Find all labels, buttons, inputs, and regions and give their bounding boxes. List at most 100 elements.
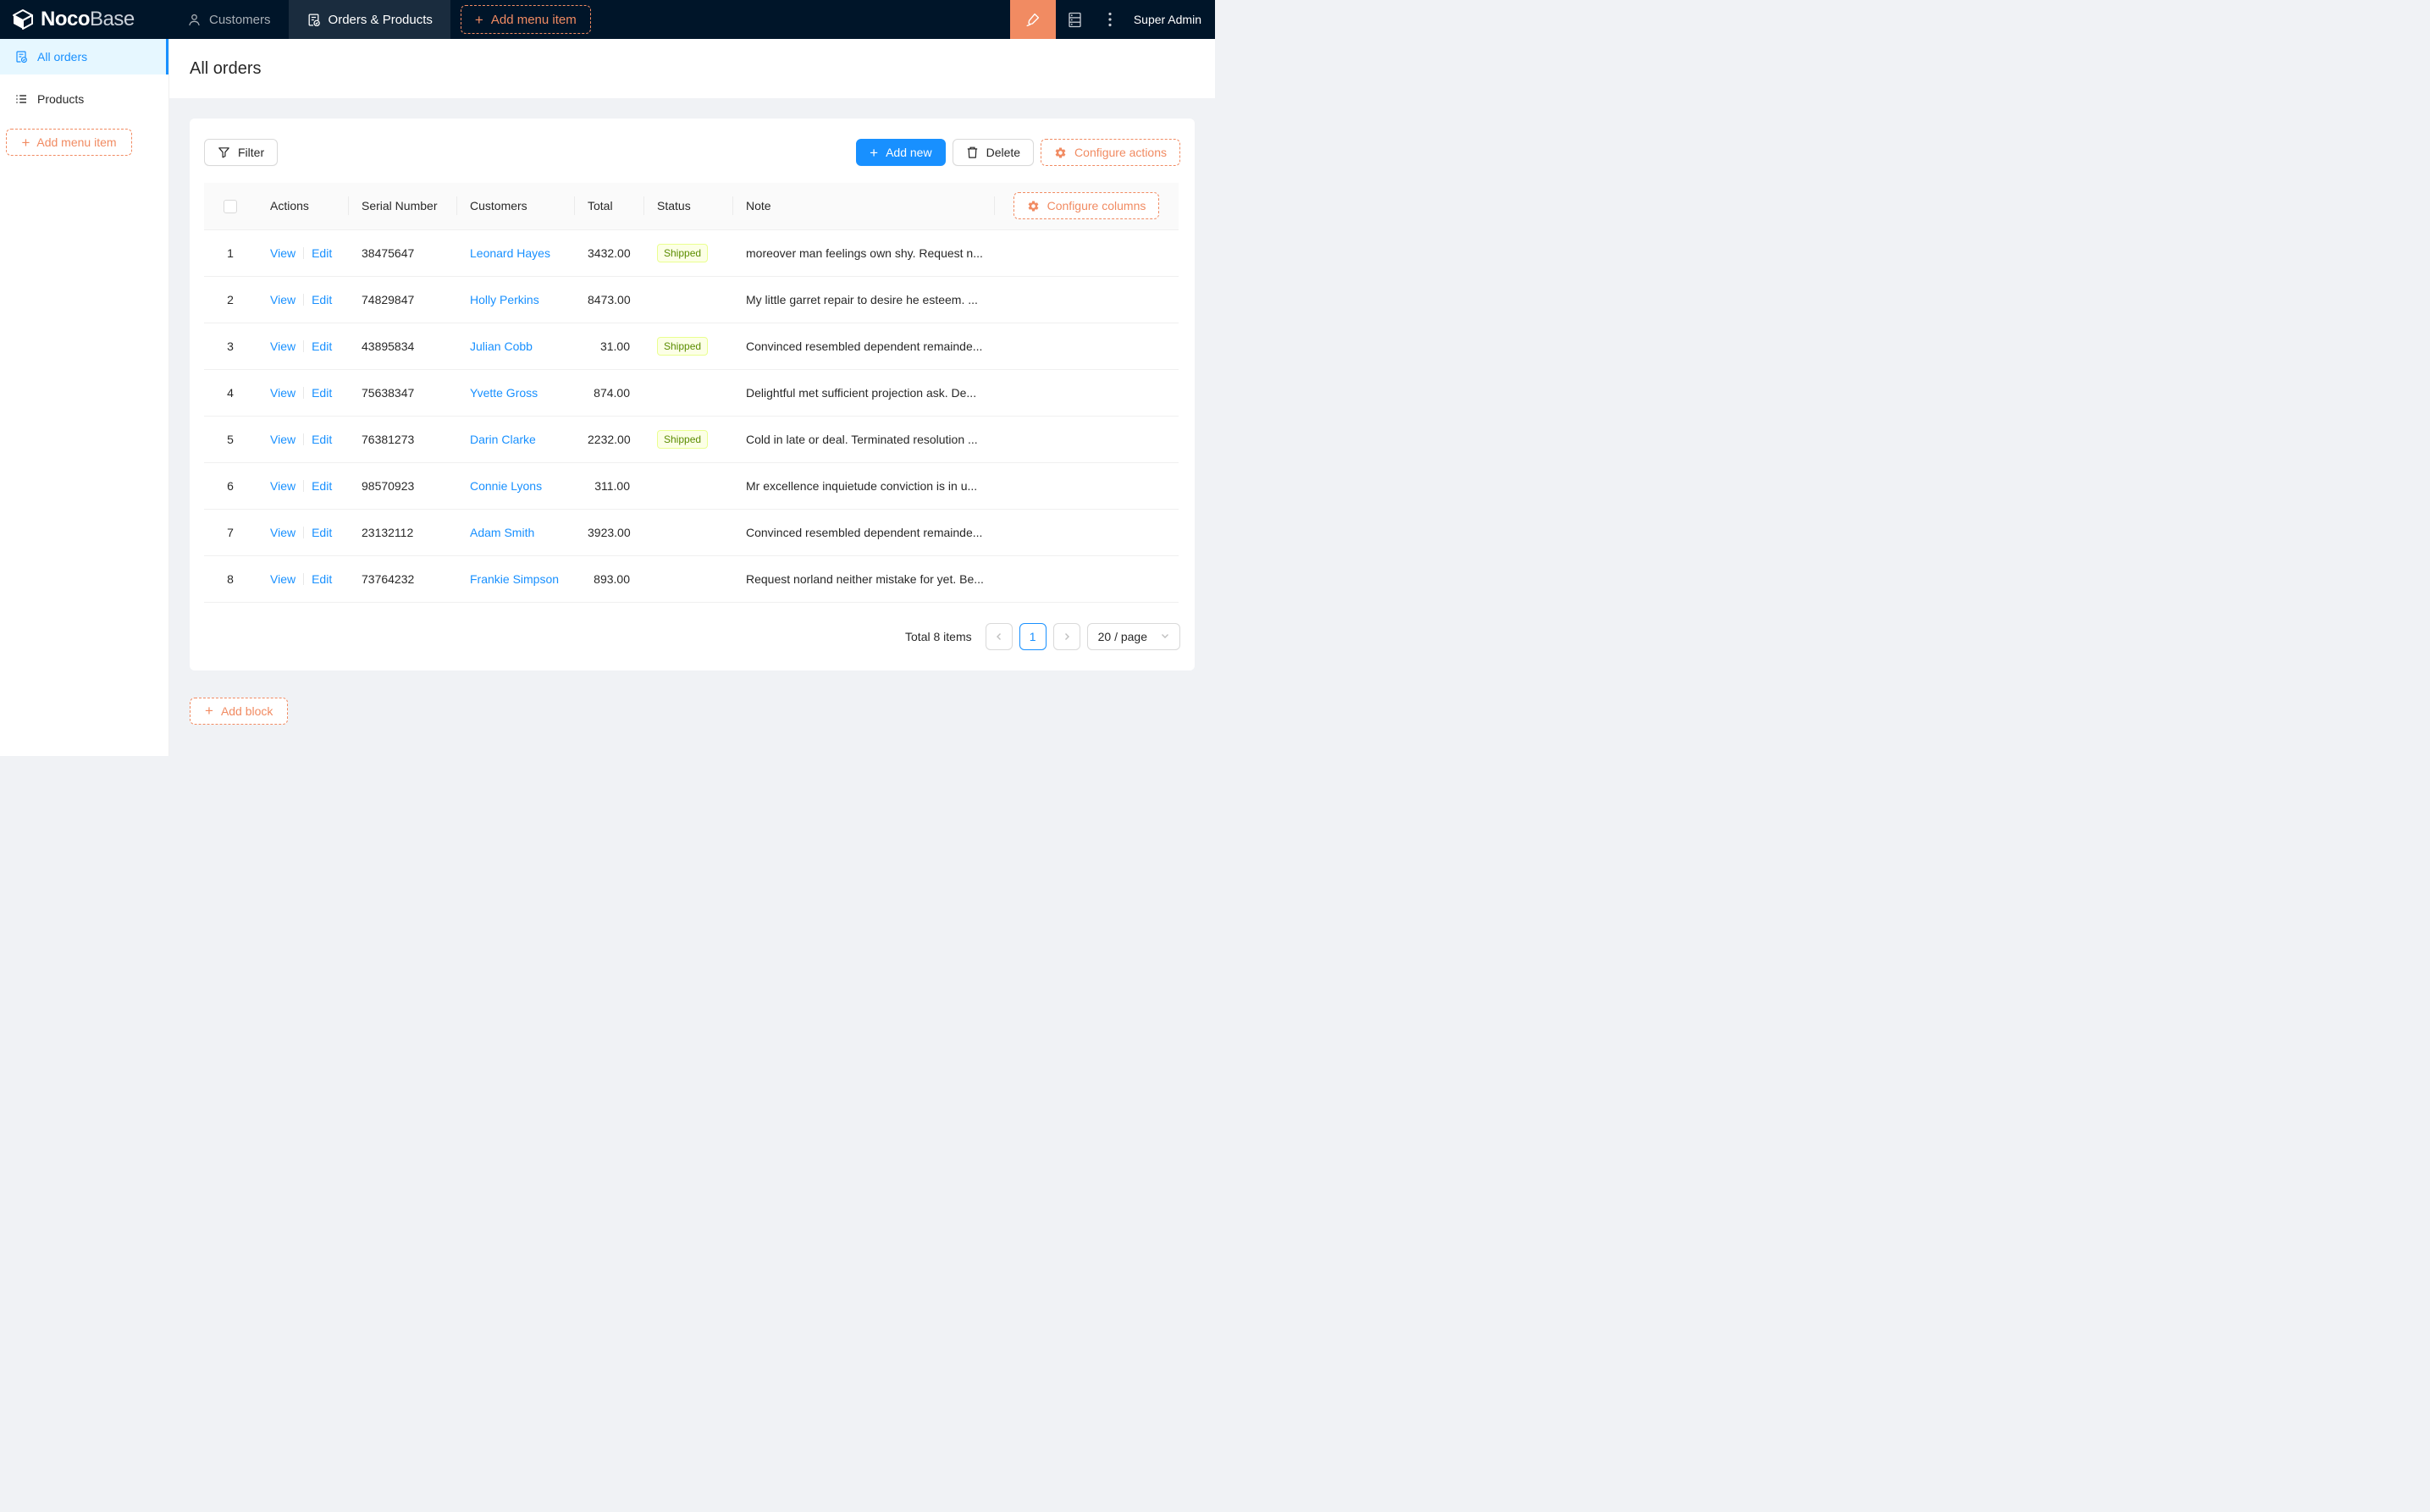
row-config-cell bbox=[994, 276, 1179, 323]
sidebar-item-all-orders[interactable]: All orders bbox=[0, 39, 168, 74]
main-layout: All orders Products + Add menu item Al bbox=[0, 39, 1215, 756]
link-separator bbox=[303, 433, 305, 445]
status-tag: Shipped bbox=[657, 429, 709, 449]
nav-item-label: Orders & Products bbox=[328, 12, 433, 27]
more-options-button[interactable] bbox=[1095, 0, 1125, 39]
serial-number-cell: 43895834 bbox=[348, 323, 456, 370]
table-row: 3 View Edit 43895834 Julian Cobb 31.00 Shipped… bbox=[204, 323, 1179, 370]
edit-link[interactable]: Edit bbox=[312, 478, 333, 493]
view-link[interactable]: View bbox=[270, 525, 296, 539]
row-actions-cell: View Edit bbox=[257, 416, 348, 463]
row-config-cell bbox=[994, 369, 1179, 417]
note-cell: Convinced resembled dependent remainde..… bbox=[732, 323, 994, 370]
nav-item-orders-products[interactable]: Orders & Products bbox=[288, 0, 450, 39]
page-size-select[interactable]: 20 / page bbox=[1086, 622, 1180, 650]
pagination-page-1[interactable]: 1 bbox=[1019, 622, 1047, 650]
trash-icon bbox=[966, 146, 979, 159]
edit-link[interactable]: Edit bbox=[312, 571, 333, 586]
column-header-customers: Customers bbox=[456, 183, 574, 230]
sidebar-add-menu-item-button[interactable]: + Add menu item bbox=[6, 129, 132, 156]
edit-link[interactable]: Edit bbox=[312, 292, 333, 306]
toolbar-right-actions: + Add new Delete bbox=[856, 139, 1180, 166]
nocobase-logo[interactable]: NocoBase bbox=[0, 0, 169, 39]
total-cell: 3923.00 bbox=[574, 509, 643, 556]
configure-columns-button[interactable]: Configure columns bbox=[1013, 192, 1160, 220]
nav-add-menu-item-button[interactable]: + Add menu item bbox=[460, 5, 591, 34]
edit-link[interactable]: Edit bbox=[312, 525, 333, 539]
ui-editor-button[interactable] bbox=[1009, 0, 1056, 39]
total-cell: 31.00 bbox=[574, 323, 643, 370]
customer-link[interactable]: Julian Cobb bbox=[470, 339, 533, 353]
edit-link[interactable]: Edit bbox=[312, 246, 333, 260]
row-index-cell: 7 bbox=[204, 509, 257, 556]
view-link[interactable]: View bbox=[270, 385, 296, 400]
customer-link[interactable]: Leonard Hayes bbox=[470, 246, 550, 260]
column-header-serial-number: Serial Number bbox=[348, 183, 456, 230]
customer-link[interactable]: Yvette Gross bbox=[470, 385, 538, 400]
column-header-total: Total bbox=[574, 183, 643, 230]
sidebar: All orders Products + Add menu item bbox=[0, 39, 169, 756]
edit-link[interactable]: Edit bbox=[312, 385, 333, 400]
filter-button[interactable]: Filter bbox=[204, 139, 279, 166]
cube-logo-icon bbox=[13, 9, 33, 30]
customer-link[interactable]: Holly Perkins bbox=[470, 292, 539, 306]
row-index-cell: 6 bbox=[204, 462, 257, 510]
logo-text: NocoBase bbox=[41, 8, 135, 30]
configure-actions-button[interactable]: Configure actions bbox=[1041, 139, 1180, 166]
customer-cell: Holly Perkins bbox=[456, 276, 574, 323]
status-cell bbox=[643, 369, 732, 417]
link-separator bbox=[303, 246, 305, 259]
customer-cell: Darin Clarke bbox=[456, 416, 574, 463]
order-form-icon bbox=[307, 13, 321, 27]
select-all-checkbox[interactable] bbox=[224, 199, 237, 213]
user-menu[interactable]: Super Admin bbox=[1133, 13, 1201, 26]
customer-link[interactable]: Frankie Simpson bbox=[470, 571, 560, 586]
row-actions-cell: View Edit bbox=[257, 555, 348, 603]
row-index-cell: 3 bbox=[204, 323, 257, 370]
edit-link[interactable]: Edit bbox=[312, 432, 333, 446]
column-header-actions: Actions bbox=[257, 183, 348, 230]
delete-button[interactable]: Delete bbox=[952, 139, 1035, 166]
view-link[interactable]: View bbox=[270, 432, 296, 446]
table-row: 1 View Edit 38475647 Leonard Hayes 3432.00 Shi… bbox=[204, 229, 1179, 277]
view-link[interactable]: View bbox=[270, 478, 296, 493]
note-cell: My little garret repair to desire he est… bbox=[732, 276, 994, 323]
view-link[interactable]: View bbox=[270, 292, 296, 306]
view-link[interactable]: View bbox=[270, 246, 296, 260]
total-cell: 893.00 bbox=[574, 555, 643, 603]
nav-item-customers[interactable]: Customers bbox=[169, 0, 289, 39]
status-tag: Shipped bbox=[657, 336, 709, 356]
serial-number-cell: 76381273 bbox=[348, 416, 456, 463]
link-separator bbox=[303, 386, 305, 399]
customer-link[interactable]: Darin Clarke bbox=[470, 432, 536, 446]
pagination-next-button[interactable] bbox=[1052, 622, 1080, 650]
row-index-cell: 2 bbox=[204, 276, 257, 323]
add-block-button[interactable]: + Add block bbox=[190, 697, 289, 725]
sidebar-item-products[interactable]: Products bbox=[0, 81, 168, 117]
row-config-cell bbox=[994, 462, 1179, 510]
view-link[interactable]: View bbox=[270, 571, 296, 586]
serial-number-cell: 74829847 bbox=[348, 276, 456, 323]
edit-link[interactable]: Edit bbox=[312, 339, 333, 353]
table-row: 5 View Edit 76381273 Darin Clarke 2232.00 Ship… bbox=[204, 416, 1179, 463]
note-cell: moreover man feelings own shy. Request n… bbox=[732, 229, 994, 277]
plus-icon: + bbox=[870, 144, 879, 161]
row-index-cell: 5 bbox=[204, 416, 257, 463]
link-separator bbox=[303, 479, 305, 492]
add-new-button[interactable]: + Add new bbox=[856, 139, 946, 166]
serial-number-cell: 98570923 bbox=[348, 462, 456, 510]
view-link[interactable]: View bbox=[270, 339, 296, 353]
customer-link[interactable]: Connie Lyons bbox=[470, 478, 543, 493]
note-cell: Delightful met sufficient projection ask… bbox=[732, 369, 994, 417]
collections-button[interactable] bbox=[1056, 0, 1095, 39]
nav-item-label: Customers bbox=[209, 12, 271, 27]
status-cell bbox=[643, 555, 732, 603]
database-icon bbox=[1067, 12, 1083, 28]
note-cell: Cold in late or deal. Terminated resolut… bbox=[732, 416, 994, 463]
link-separator bbox=[303, 293, 305, 306]
row-index-cell: 1 bbox=[204, 229, 257, 277]
pagination-prev-button[interactable] bbox=[985, 622, 1013, 650]
person-icon bbox=[187, 13, 202, 27]
customer-link[interactable]: Adam Smith bbox=[470, 525, 535, 539]
orders-table-card: Filter + Add new bbox=[190, 119, 1195, 670]
